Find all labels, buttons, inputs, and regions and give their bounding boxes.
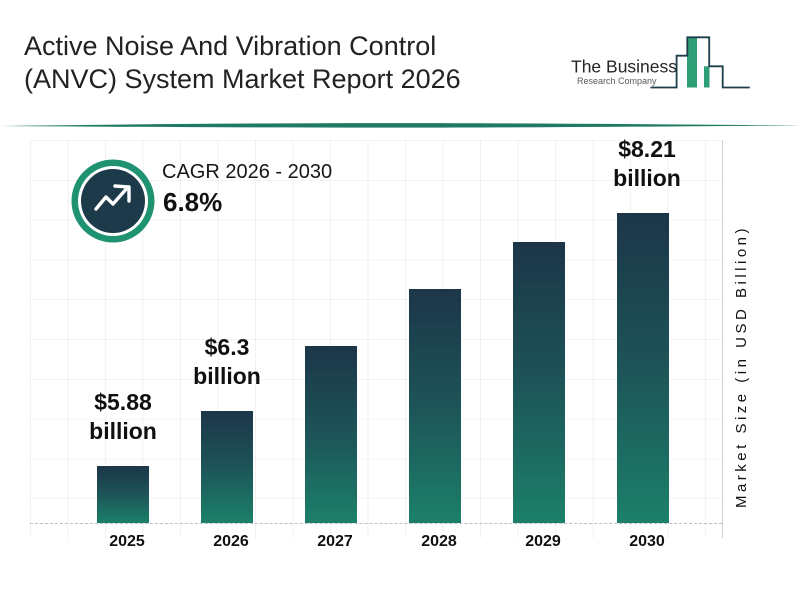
svg-text:The Business: The Business <box>571 57 677 77</box>
svg-text:Research Company: Research Company <box>577 76 657 86</box>
